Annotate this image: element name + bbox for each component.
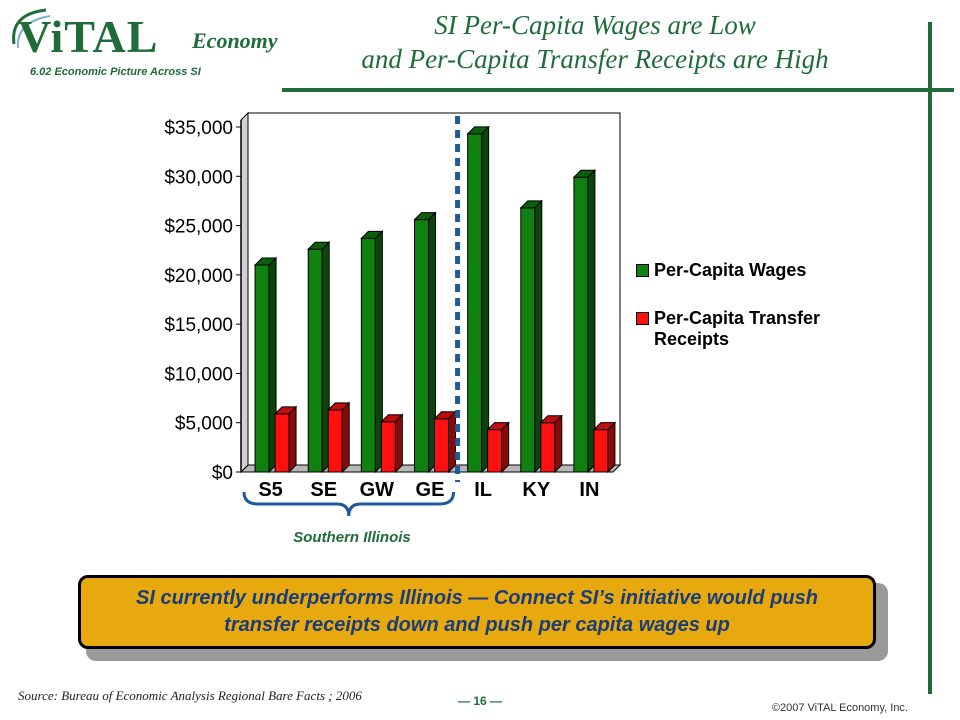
bar-side xyxy=(394,413,403,474)
y-tick-label: $0 xyxy=(212,463,233,484)
bar-side xyxy=(501,421,510,474)
bar-transfers xyxy=(327,401,351,474)
bar-side xyxy=(607,421,616,474)
page-number: — 16 — xyxy=(457,694,502,708)
legend-label-wages: Per-Capita Wages xyxy=(654,260,807,280)
bar-front xyxy=(327,409,343,473)
callout-box: SI currently underperforms Illinois — Co… xyxy=(78,575,876,649)
bar-side xyxy=(587,169,596,474)
bar-front xyxy=(254,264,270,473)
bar-front xyxy=(307,248,323,473)
bar-wages xyxy=(253,256,278,474)
x-tick-label: IN xyxy=(579,479,599,501)
y-tick-label: $25,000 xyxy=(164,217,233,238)
y-tick-label: $10,000 xyxy=(164,364,233,385)
bar-transfers xyxy=(433,410,457,474)
x-tick-label: IL xyxy=(474,479,492,501)
bar-wages xyxy=(519,199,543,474)
bar-wages xyxy=(572,169,597,474)
bar-front xyxy=(593,429,609,473)
y-tick-label: $35,000 xyxy=(164,118,233,139)
logo-brand: ViTAL xyxy=(18,11,159,62)
x-tick-label: KY xyxy=(522,479,550,501)
bar-wages xyxy=(360,230,384,474)
bar-side xyxy=(288,405,297,474)
bar-front xyxy=(467,133,483,473)
bar-front xyxy=(380,421,396,473)
bar-side xyxy=(481,125,490,474)
bar-front xyxy=(520,207,536,473)
x-tick-label: GE xyxy=(416,479,445,501)
bar-wages xyxy=(466,125,490,474)
chart-legend: Per-Capita Wages Per-Capita Transfer Rec… xyxy=(636,258,836,358)
bar-side xyxy=(448,410,456,474)
plot-side-wall xyxy=(240,111,249,474)
bar-side xyxy=(554,414,563,474)
legend-label-transfers: Per-Capita Transfer Receipts xyxy=(654,308,821,349)
x-tick-label: S5 xyxy=(258,479,282,501)
page-title: SI Per-Capita Wages are Low and Per-Capi… xyxy=(270,8,920,76)
bar-front xyxy=(573,176,589,473)
bar-front xyxy=(487,429,503,473)
y-tick-label: $15,000 xyxy=(164,315,233,336)
source-note: Source: Bureau of Economic Analysis Regi… xyxy=(18,688,362,703)
vertical-rule xyxy=(928,22,932,694)
brace-path xyxy=(242,491,456,517)
bar-transfers xyxy=(592,421,617,474)
bar-wages xyxy=(307,241,331,474)
section-code: 6.02 Economic Picture Across SI xyxy=(30,66,201,78)
x-tick-label: GW xyxy=(360,479,395,501)
logo-swoosh-icon xyxy=(12,8,51,49)
bar-wages xyxy=(413,211,437,474)
legend-swatch-wages xyxy=(636,264,649,277)
bar-front xyxy=(360,237,376,473)
bar-front xyxy=(274,413,290,473)
bar-front xyxy=(414,219,429,473)
copyright: ©2007 ViTAL Economy, Inc. xyxy=(771,702,908,714)
bar-transfers xyxy=(380,413,404,474)
y-tick-label: $30,000 xyxy=(164,167,233,188)
region-brace xyxy=(242,491,456,517)
legend-swatch-transfers xyxy=(636,312,649,325)
bar-transfers xyxy=(539,414,563,474)
bar-side xyxy=(341,401,350,474)
logo-word: Economy xyxy=(192,28,278,53)
bar-transfers xyxy=(486,421,510,474)
bar-front xyxy=(540,422,556,473)
bar-chart: $0 $5,000 $10,000 $15,000 $20,000 $25,000 $30,… xyxy=(164,111,622,517)
x-tick-label: SE xyxy=(310,479,337,501)
bars xyxy=(253,125,617,474)
title-line-2: and Per-Capita Transfer Receipts are Hig… xyxy=(361,44,829,74)
y-tick-label: $5,000 xyxy=(175,414,233,435)
y-axis: $0 $5,000 $10,000 $15,000 $20,000 $25,000 $30,… xyxy=(164,118,242,484)
bar-transfers xyxy=(273,405,298,474)
y-tick-label: $20,000 xyxy=(164,266,233,287)
x-axis: S5 SE GW GE IL KY IN xyxy=(258,479,599,501)
bar-front xyxy=(434,418,449,473)
horizontal-rule xyxy=(282,88,954,92)
title-line-1: SI Per-Capita Wages are Low xyxy=(434,10,756,40)
vital-economy-logo: ViTAL Economy xyxy=(6,4,278,64)
region-label: Southern Illinois xyxy=(293,529,411,546)
